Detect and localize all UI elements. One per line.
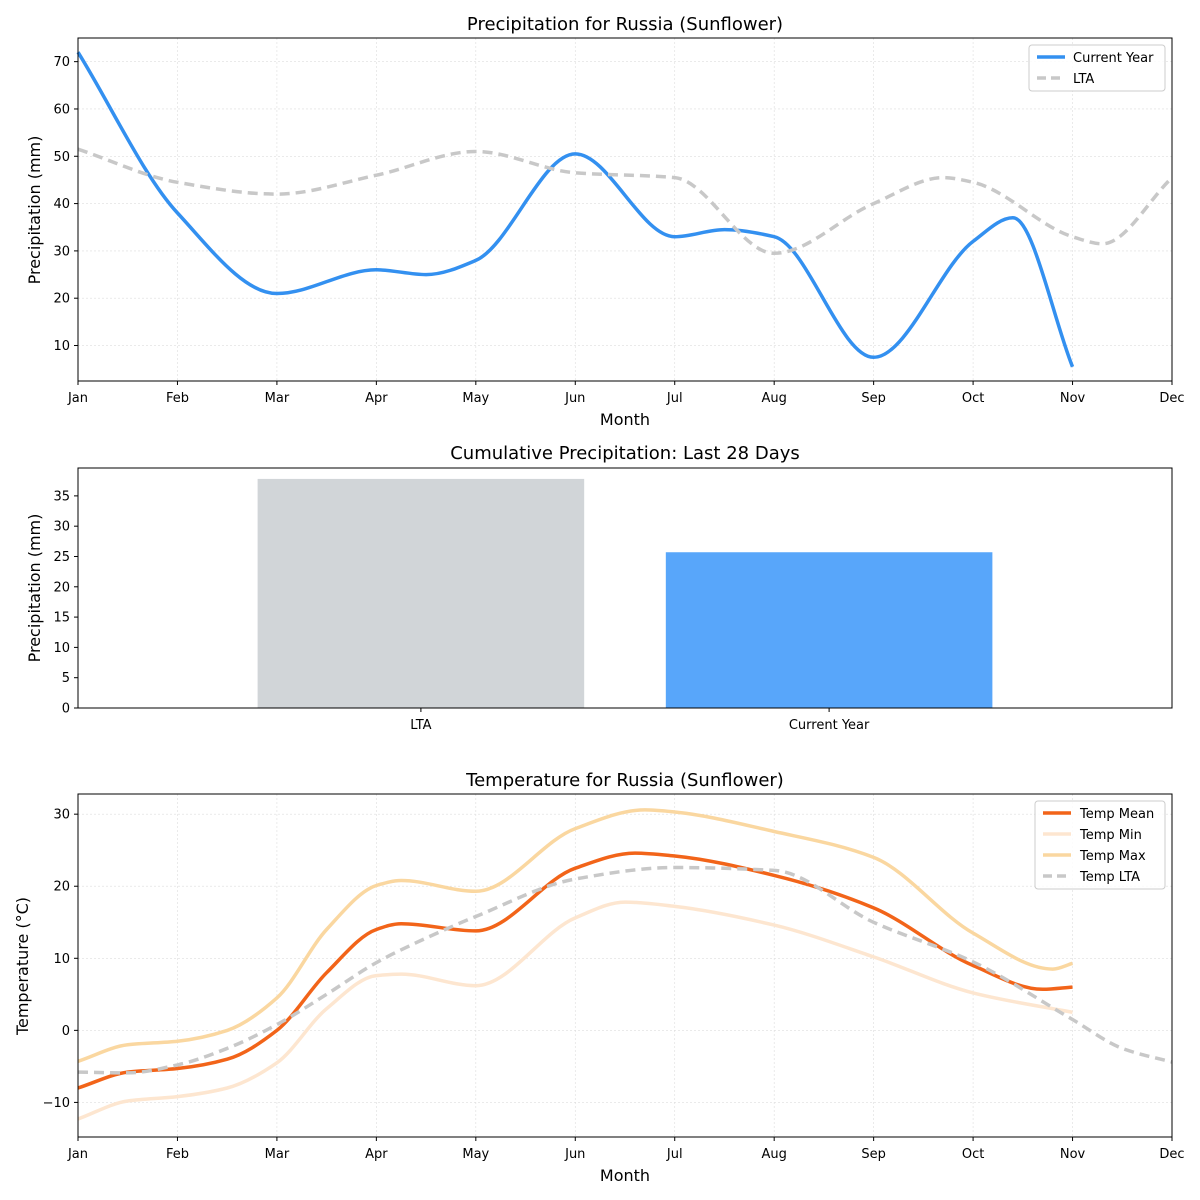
precipitation-chart-y-tick-label: 30	[53, 244, 70, 259]
cumulative-chart-ylabel: Precipitation (mm)	[25, 514, 44, 663]
legend-label-current-year: Current Year	[1073, 51, 1154, 66]
cumulative-chart-y-tick-label: 15	[53, 611, 70, 626]
temperature-chart-y-tick-label: 20	[53, 880, 70, 895]
temperature-chart-x-tick-label: Jan	[67, 1147, 88, 1162]
temperature-chart-x-tick-label: Dec	[1159, 1147, 1184, 1162]
cumulative-chart-x-ticks: LTA Current Year	[410, 708, 870, 733]
precipitation-chart-x-tick-label: Apr	[365, 391, 388, 406]
cumulative-chart-y-tick-label: 5	[62, 671, 70, 686]
temperature-chart-x-ticks: Jan Feb Mar Apr May Jun Jul Aug Sep Oct Nov Dec	[67, 1137, 1185, 1162]
temperature-chart-series	[77, 808, 1173, 1121]
legend-label-temp-max: Temp Max	[1079, 849, 1146, 864]
temperature-chart: Temperature for Russia (Sunflower) Month…	[13, 770, 1185, 1185]
cumulative-chart-y-tick-label: 10	[53, 641, 70, 656]
legend-label-temp-lta: Temp LTA	[1079, 870, 1140, 885]
precipitation-chart-legend: Current Year LTA	[1028, 44, 1166, 92]
precipitation-chart-y-tick-label: 40	[53, 197, 70, 212]
temperature-chart-x-tick-label: Jul	[666, 1147, 683, 1162]
temperature-chart-x-tick-label: Feb	[166, 1147, 189, 1162]
cumulative-precipitation-chart: Cumulative Precipitation: Last 28 Days P…	[25, 443, 1173, 733]
precipitation-chart-y-tick-label: 60	[53, 102, 70, 117]
precipitation-chart-title: Precipitation for Russia (Sunflower)	[467, 14, 783, 35]
series-line-current-year	[76, 51, 1075, 368]
cumulative-chart-bars	[257, 478, 993, 708]
temperature-chart-ylabel: Temperature (°C)	[13, 897, 32, 1036]
precipitation-chart-x-tick-label: Oct	[962, 391, 984, 406]
temperature-chart-frame	[77, 793, 1173, 1138]
cumulative-chart-x-tick-label: LTA	[410, 718, 431, 733]
precipitation-chart-x-tick-label: Feb	[166, 391, 189, 406]
temperature-chart-legend: Temp Mean Temp Min Temp Max Temp LTA	[1034, 800, 1166, 890]
precipitation-chart-y-tick-label: 50	[53, 150, 70, 165]
cumulative-chart-y-ticks: 0 5 10 15 20 25 30 35	[53, 489, 78, 717]
temperature-chart-y-tick-label: 10	[53, 952, 70, 967]
precipitation-chart-y-tick-label: 20	[53, 292, 70, 307]
cumulative-chart-x-tick-label: Current Year	[789, 718, 870, 733]
temperature-chart-x-tick-label: Sep	[861, 1147, 886, 1162]
bar-lta	[257, 478, 585, 708]
temperature-chart-x-tick-label: Apr	[365, 1147, 388, 1162]
temperature-legend-box	[1034, 800, 1166, 890]
temperature-chart-y-ticks: −10 0 10 20 30	[43, 808, 78, 1111]
precipitation-chart-x-tick-label: Mar	[265, 391, 290, 406]
temperature-chart-x-tick-label: Nov	[1060, 1147, 1086, 1162]
cumulative-chart-y-tick-label: 25	[53, 550, 70, 565]
series-line-temp-max	[77, 808, 1074, 1063]
cumulative-chart-y-tick-label: 0	[62, 702, 70, 717]
precipitation-chart-frame	[77, 37, 1173, 382]
precipitation-chart-series	[76, 51, 1174, 368]
precipitation-chart-x-tick-label: Nov	[1060, 391, 1086, 406]
series-line-temp-lta	[77, 865, 1173, 1075]
temperature-chart-y-tick-label: 0	[62, 1024, 70, 1039]
cumulative-chart-y-tick-label: 35	[53, 489, 70, 504]
temperature-chart-y-tick-label: −10	[43, 1096, 70, 1111]
precipitation-chart-y-tick-label: 70	[53, 55, 70, 70]
legend-label-lta: LTA	[1073, 72, 1094, 87]
bar-current-year	[665, 552, 993, 708]
cumulative-chart-y-tick-label: 30	[53, 520, 70, 535]
temperature-chart-xlabel: Month	[600, 1166, 650, 1185]
cumulative-chart-y-tick-label: 20	[53, 580, 70, 595]
cumulative-chart-title: Cumulative Precipitation: Last 28 Days	[450, 443, 800, 464]
legend-label-temp-mean: Temp Mean	[1079, 807, 1154, 822]
temperature-chart-x-tick-label: May	[462, 1147, 489, 1162]
precipitation-chart-x-tick-label: Dec	[1159, 391, 1184, 406]
series-line-temp-mean	[77, 851, 1073, 1090]
precipitation-chart-y-tick-label: 10	[53, 339, 70, 354]
temperature-chart-x-tick-label: Oct	[962, 1147, 984, 1162]
temperature-chart-title: Temperature for Russia (Sunflower)	[465, 770, 784, 791]
precipitation-chart-x-tick-label: May	[462, 391, 489, 406]
temperature-chart-x-tick-label: Aug	[761, 1147, 786, 1162]
temperature-chart-x-tick-label: Mar	[265, 1147, 290, 1162]
precipitation-chart-y-ticks: 10 20 30 40 50 60 70	[53, 55, 78, 354]
cumulative-chart-frame	[77, 467, 1173, 709]
precipitation-chart-x-tick-label: Jan	[67, 391, 88, 406]
precipitation-chart-ylabel: Precipitation (mm)	[25, 136, 44, 285]
precipitation-chart-xlabel: Month	[600, 410, 650, 429]
precipitation-chart-x-tick-label: Aug	[761, 391, 786, 406]
legend-label-temp-min: Temp Min	[1079, 828, 1142, 843]
precipitation-chart-x-tick-label: Sep	[861, 391, 886, 406]
precipitation-chart-x-tick-label: Jul	[666, 391, 683, 406]
series-line-temp-min	[77, 900, 1073, 1121]
temperature-chart-x-tick-label: Jun	[564, 1147, 585, 1162]
temperature-chart-y-tick-label: 30	[53, 808, 70, 823]
precipitation-chart-x-tick-label: Jun	[564, 391, 585, 406]
precipitation-chart-x-ticks: Jan Feb Mar Apr May Jun Jul Aug Sep Oct Nov Dec	[67, 381, 1185, 406]
precipitation-chart: Precipitation for Russia (Sunflower) Mon…	[25, 14, 1185, 429]
